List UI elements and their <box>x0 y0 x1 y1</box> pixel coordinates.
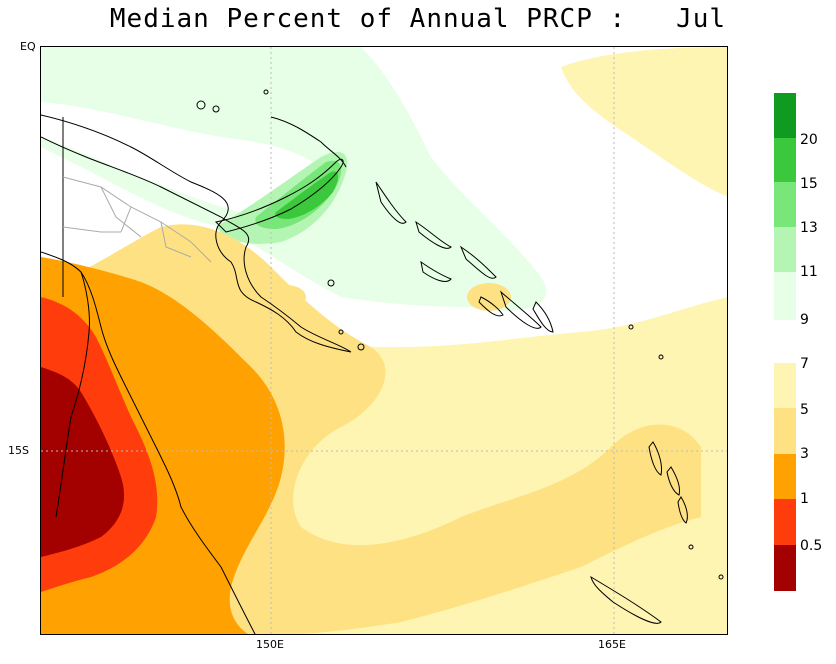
province-borders <box>62 176 212 263</box>
coastline-solomons-7 <box>532 301 554 333</box>
legend-label-20: 20 <box>800 132 818 148</box>
coastline-new-caledonia <box>590 575 662 624</box>
coastline-solomons-3 <box>459 245 497 279</box>
map-title: Median Percent of Annual PRCP : Jul <box>109 4 727 34</box>
coastline-solomons-4 <box>420 260 452 282</box>
coastline-solomons-1 <box>375 181 407 224</box>
precip-blob-5-solomons <box>467 283 511 311</box>
legend-swatch-1 <box>774 499 796 545</box>
lon-label-165e: 165E <box>598 638 626 651</box>
small-islands <box>196 89 724 580</box>
coastline-vanuatu <box>648 441 688 524</box>
coastline-australia <box>41 251 256 634</box>
legend-label-11: 11 <box>800 264 818 280</box>
coastline-new-guinea <box>41 114 352 353</box>
coastline-solomons-6 <box>478 296 504 317</box>
legend-label-9: 9 <box>800 312 809 328</box>
legend-swatch-3 <box>774 454 796 499</box>
legend-label-13: 13 <box>800 220 818 236</box>
legend-swatch-13 <box>774 182 796 227</box>
precip-zone-7-ne <box>561 47 727 197</box>
legend-swatch-0-5 <box>774 545 796 591</box>
legend-swatch-11 <box>774 227 796 272</box>
precip-zone-0-5 <box>41 367 125 557</box>
precip-zone-white-band <box>41 102 330 222</box>
legend-label-0-5: 0.5 <box>800 538 823 554</box>
legend-swatch-20 <box>774 93 796 138</box>
lon-label-150e: 150E <box>256 638 284 651</box>
coastline-new-ireland <box>270 116 347 168</box>
color-legend: 20 15 13 11 9 7 5 3 1 0.5 <box>774 0 834 664</box>
coastline-new-britain <box>214 158 344 233</box>
lat-label-eq: EQ <box>20 40 36 53</box>
legend-label-3: 3 <box>800 446 809 462</box>
legend-label-5: 5 <box>800 402 809 418</box>
legend-swatch-5 <box>774 408 796 454</box>
precip-blob-5-png-east <box>266 285 306 309</box>
lat-label-15s: 15S <box>8 444 29 457</box>
legend-label-15: 15 <box>800 176 818 192</box>
coastline-solomons-5 <box>499 290 542 329</box>
precip-zone-15 <box>275 171 339 219</box>
coastline-cape-york <box>55 271 90 518</box>
legend-label-7: 7 <box>800 356 809 372</box>
legend-swatch-7 <box>774 363 796 408</box>
legend-label-1: 1 <box>800 491 809 507</box>
map-plot-area <box>40 46 728 635</box>
coastline-solomons-2 <box>415 220 452 249</box>
legend-swatch-15 <box>774 138 796 182</box>
legend-swatch-9 <box>774 272 796 320</box>
precip-map <box>41 47 727 634</box>
